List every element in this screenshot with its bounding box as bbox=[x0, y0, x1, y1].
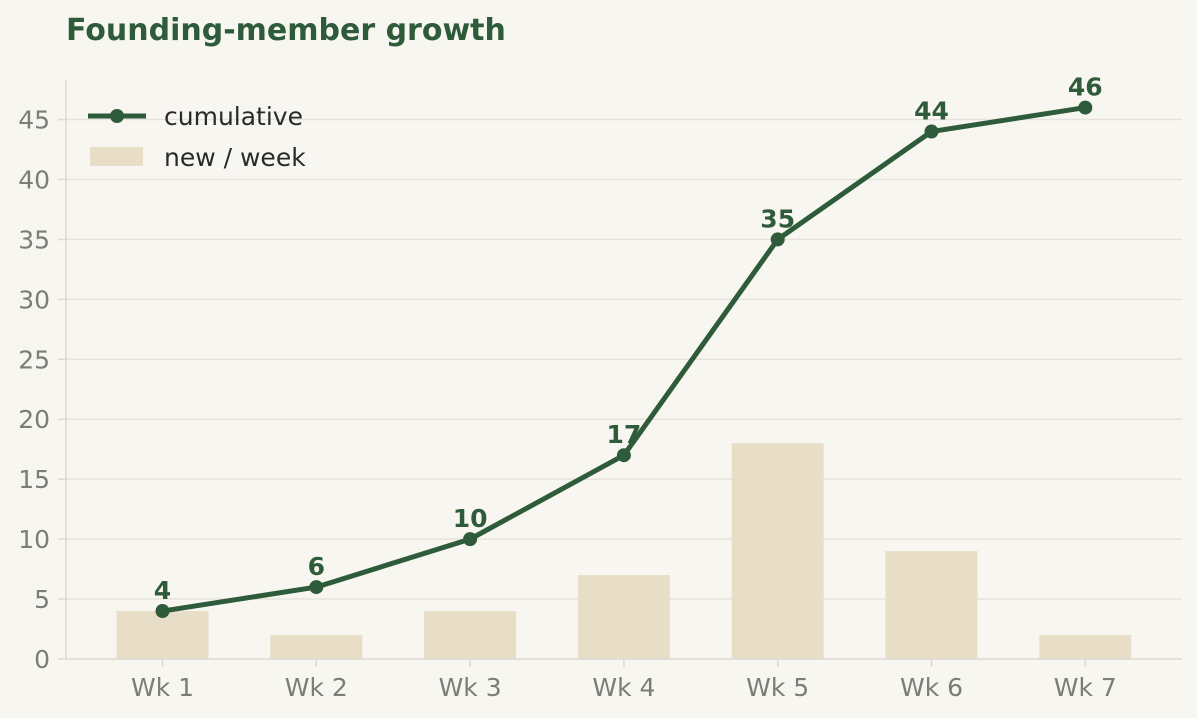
bar-new-per-week bbox=[424, 611, 517, 659]
point-cumulative bbox=[155, 604, 170, 619]
bars-layer bbox=[116, 443, 1132, 659]
x-tick-label: Wk 3 bbox=[439, 673, 502, 702]
x-tick-label: Wk 7 bbox=[1054, 673, 1117, 702]
y-axis-ticks: 0 5 10 15 20 25 30 35 40 45 bbox=[18, 106, 66, 674]
bar-new-per-week bbox=[270, 635, 363, 659]
x-tick-label: Wk 1 bbox=[131, 673, 194, 702]
bar-new-per-week bbox=[577, 575, 670, 659]
y-tick-label: 25 bbox=[18, 345, 50, 374]
data-label: 10 bbox=[453, 504, 488, 533]
x-tick-label: Wk 4 bbox=[592, 673, 655, 702]
legend-bar-swatch bbox=[90, 147, 143, 166]
point-cumulative bbox=[770, 232, 785, 247]
point-cumulative bbox=[616, 448, 631, 463]
y-tick-label: 30 bbox=[18, 285, 50, 314]
line-layer bbox=[155, 100, 1093, 619]
x-tick-label: Wk 2 bbox=[285, 673, 348, 702]
bar-new-per-week bbox=[885, 551, 978, 659]
y-tick-label: 15 bbox=[18, 465, 50, 494]
point-cumulative bbox=[1078, 100, 1093, 115]
legend-label-cumulative: cumulative bbox=[164, 102, 303, 131]
x-tick-label: Wk 6 bbox=[900, 673, 963, 702]
bar-new-per-week bbox=[731, 443, 824, 659]
bar-new-per-week bbox=[116, 611, 209, 659]
point-cumulative bbox=[463, 532, 478, 547]
data-label: 17 bbox=[607, 420, 642, 449]
bar-new-per-week bbox=[1039, 635, 1132, 659]
y-tick-label: 20 bbox=[18, 405, 50, 434]
legend: cumulative new / week bbox=[88, 102, 306, 172]
y-tick-label: 45 bbox=[18, 106, 50, 135]
legend-line-marker bbox=[110, 109, 124, 123]
x-tick-label: Wk 5 bbox=[746, 673, 809, 702]
point-cumulative bbox=[309, 580, 324, 595]
chart-title: Founding-member growth bbox=[66, 13, 506, 48]
y-tick-label: 35 bbox=[18, 225, 50, 254]
data-label: 44 bbox=[914, 97, 949, 126]
grid bbox=[66, 118, 1182, 600]
data-label: 46 bbox=[1068, 73, 1103, 102]
y-tick-label: 0 bbox=[34, 645, 50, 674]
data-label: 35 bbox=[760, 204, 795, 233]
data-label: 6 bbox=[308, 552, 325, 581]
data-label: 4 bbox=[154, 576, 171, 605]
x-axis-ticks: Wk 1 Wk 2 Wk 3 Wk 4 Wk 5 Wk 6 Wk 7 bbox=[131, 659, 1117, 702]
y-tick-label: 40 bbox=[18, 165, 50, 194]
y-tick-label: 10 bbox=[18, 525, 50, 554]
y-tick-label: 5 bbox=[34, 585, 50, 614]
legend-label-new-per-week: new / week bbox=[164, 143, 306, 172]
point-cumulative bbox=[924, 124, 939, 139]
